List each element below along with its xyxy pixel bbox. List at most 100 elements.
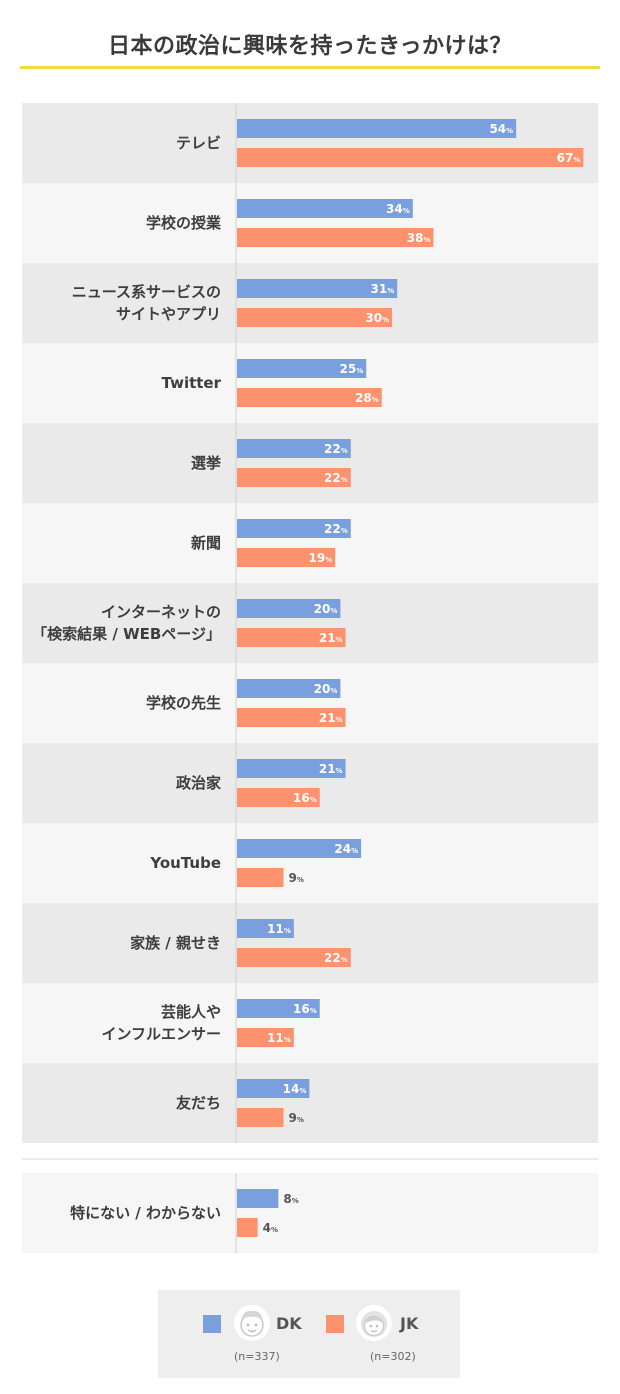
row-7-label: インターネットの — [101, 603, 221, 621]
row-9-value-jk: 16% — [293, 791, 317, 805]
row-10-value-jk: 9% — [289, 871, 304, 885]
row-7-label: 「検索結果 / WEBページ」 — [32, 625, 221, 643]
row-5-label: 選挙 — [191, 454, 222, 472]
row-5-value-jk: 22% — [324, 471, 348, 485]
row-13-bar-jk — [237, 1108, 284, 1127]
row-7-value-jk: 21% — [319, 631, 343, 645]
row-7-bar-jk — [237, 628, 346, 647]
row-11-value-dk: 11% — [267, 922, 291, 936]
row-12-row-bg — [22, 983, 598, 1063]
extra-row-1-row-bg — [22, 1173, 598, 1253]
row-3-label: ニュース系サービスの — [72, 283, 221, 301]
row-7-value-dk: 20% — [314, 602, 338, 616]
row-9-bar-jk — [237, 788, 320, 807]
row-3-row-bg — [22, 263, 598, 343]
row-12-value-dk: 16% — [293, 1002, 317, 1016]
legend: DK (n=337) JK (n=302) — [158, 1290, 460, 1378]
row-1-row-bg — [22, 103, 598, 183]
row-1-bar-dk — [237, 119, 517, 138]
extra-row-1-value-dk: 8% — [283, 1192, 298, 1206]
row-10-bar-jk — [237, 868, 284, 887]
row-12-value-jk: 11% — [267, 1031, 291, 1045]
row-8-value-dk: 20% — [314, 682, 338, 696]
row-1-bar-jk — [237, 148, 584, 167]
legend-item-dk: DK (n=337) — [158, 1290, 308, 1378]
legend-n-jk: (n=302) — [370, 1350, 416, 1363]
row-6-bar-jk — [237, 548, 336, 567]
row-8-value-jk: 21% — [319, 711, 343, 725]
row-2-value-dk: 34% — [386, 202, 410, 216]
row-5-bar-jk — [237, 468, 351, 487]
row-6-value-jk: 19% — [309, 551, 333, 565]
row-13-label: 友だち — [176, 1094, 221, 1112]
row-2-value-jk: 38% — [407, 231, 431, 245]
row-8-label: 学校の先生 — [146, 694, 221, 712]
legend-swatch-jk — [326, 1315, 344, 1333]
row-4-value-jk: 28% — [355, 391, 379, 405]
row-3-bar-dk — [237, 279, 398, 298]
row-2-label: 学校の授業 — [146, 214, 222, 232]
row-11-label: 家族 / 親せき — [130, 934, 221, 952]
row-3-value-jk: 30% — [365, 311, 389, 325]
row-9-value-dk: 21% — [319, 762, 343, 776]
row-9-bar-dk — [237, 759, 346, 778]
row-1-value-dk: 54% — [489, 122, 513, 136]
row-11-row-bg — [22, 903, 598, 983]
row-4-label: Twitter — [162, 374, 222, 392]
row-4-bar-dk — [237, 359, 367, 378]
row-11-bar-jk — [237, 948, 351, 967]
row-8-row-bg — [22, 663, 598, 743]
row-4-bar-jk — [237, 388, 382, 407]
row-3-label: サイトやアプリ — [116, 305, 221, 323]
row-13-bar-dk — [237, 1079, 310, 1098]
row-4-row-bg — [22, 343, 598, 423]
boy-face-icon — [234, 1305, 270, 1341]
row-3-bar-jk — [237, 308, 393, 327]
row-11-value-jk: 22% — [324, 951, 348, 965]
row-12-label: インフルエンサー — [101, 1025, 221, 1043]
row-7-bar-dk — [237, 599, 341, 618]
row-13-value-dk: 14% — [283, 1082, 307, 1096]
row-1-value-jk: 67% — [557, 151, 581, 165]
title-underline — [20, 66, 600, 69]
legend-swatch-dk — [203, 1315, 221, 1333]
legend-item-jk: JK (n=302) — [308, 1290, 460, 1378]
row-12-bar-dk — [237, 999, 320, 1018]
row-6-label: 新聞 — [191, 534, 221, 552]
row-2-bar-jk — [237, 228, 434, 247]
legend-name-jk: JK — [400, 1314, 419, 1333]
row-4-value-dk: 25% — [340, 362, 364, 376]
row-10-label: YouTube — [149, 854, 221, 872]
row-5-bar-dk — [237, 439, 351, 458]
extra-row-1-bar-dk — [237, 1189, 279, 1208]
girl-face-icon — [356, 1305, 392, 1341]
chart-title: 日本の政治に興味を持ったきっかけは？ — [107, 34, 513, 59]
extra-row-1-value-jk: 4% — [263, 1221, 278, 1235]
row-6-bar-dk — [237, 519, 351, 538]
row-10-row-bg — [22, 823, 598, 903]
row-12-label: 芸能人や — [161, 1003, 221, 1021]
row-9-label: 政治家 — [176, 774, 221, 792]
row-5-value-dk: 22% — [324, 442, 348, 456]
row-2-bar-dk — [237, 199, 413, 218]
row-11-bar-dk — [237, 919, 294, 938]
row-13-row-bg — [22, 1063, 598, 1143]
row-13-value-jk: 9% — [289, 1111, 304, 1125]
row-9-row-bg — [22, 743, 598, 823]
row-2-row-bg — [22, 183, 598, 263]
extra-row-1-bar-jk — [237, 1218, 258, 1237]
row-7-row-bg — [22, 583, 598, 663]
row-8-bar-jk — [237, 708, 346, 727]
row-10-value-dk: 24% — [334, 842, 358, 856]
row-3-value-dk: 31% — [371, 282, 395, 296]
row-6-row-bg — [22, 503, 598, 583]
extra-row-1-label: 特にない / わからない — [70, 1204, 221, 1222]
row-5-row-bg — [22, 423, 598, 503]
legend-n-dk: (n=337) — [234, 1350, 280, 1363]
row-1-label: テレビ — [176, 134, 221, 152]
legend-name-dk: DK — [276, 1314, 302, 1333]
row-6-value-dk: 22% — [324, 522, 348, 536]
row-12-bar-jk — [237, 1028, 294, 1047]
row-8-bar-dk — [237, 679, 341, 698]
